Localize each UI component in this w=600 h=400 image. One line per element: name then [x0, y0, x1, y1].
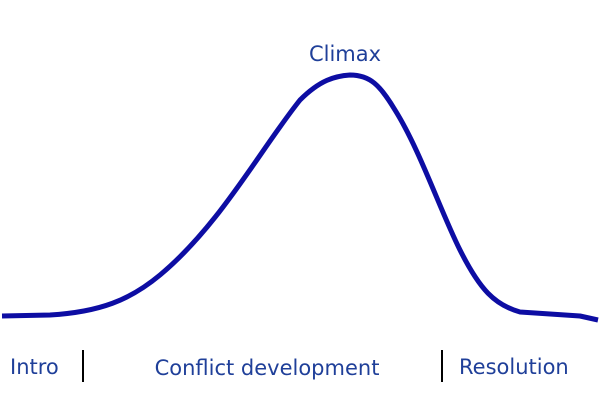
story-arc-curve [1, 72, 599, 323]
section-label: Conflict development [155, 356, 380, 380]
peak-label: Climax [309, 42, 381, 66]
section-label: Intro [10, 355, 59, 379]
section-label: Resolution [459, 355, 569, 379]
